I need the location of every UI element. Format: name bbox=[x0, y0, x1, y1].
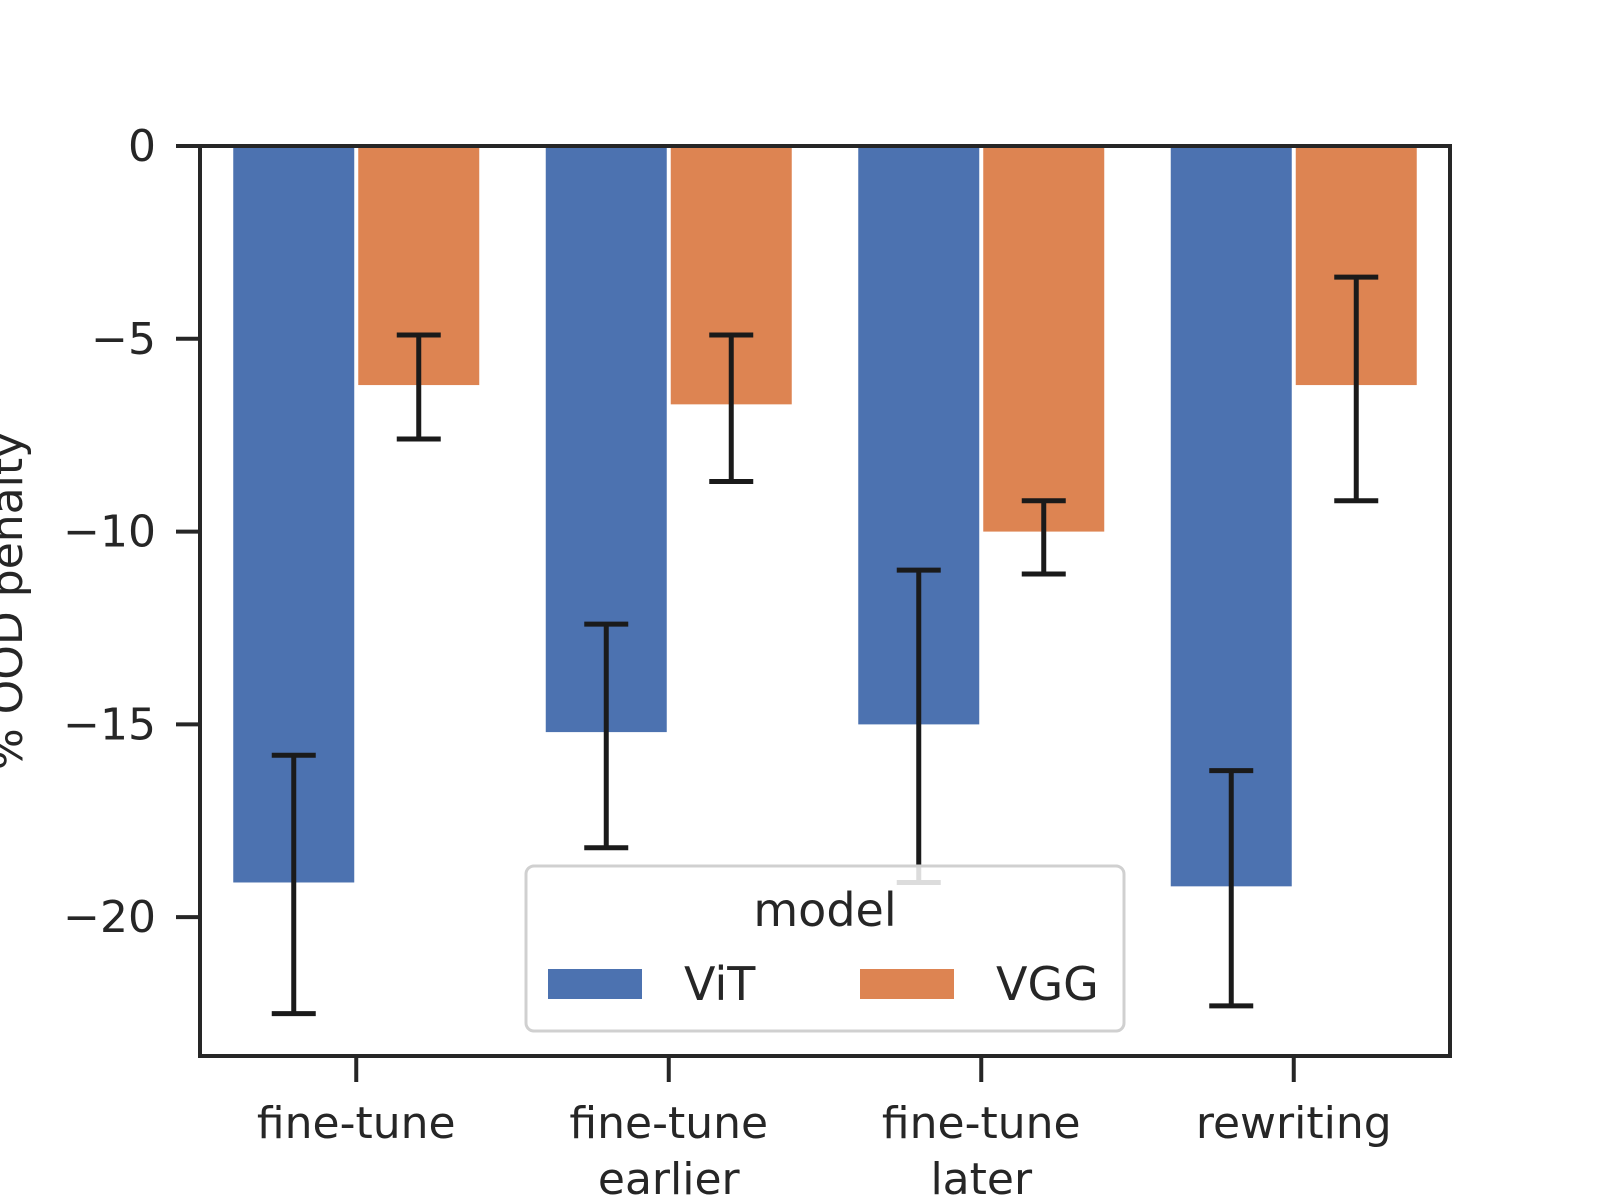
y-tick-label: −5 bbox=[91, 314, 156, 365]
bar-vgg bbox=[983, 146, 1105, 532]
y-axis-label: % OOD penalty bbox=[0, 432, 33, 770]
legend-box bbox=[524, 864, 1126, 1033]
y-tick-label: −15 bbox=[63, 699, 156, 750]
plot-frame bbox=[198, 144, 1452, 1058]
x-tick-label: rewriting bbox=[1196, 1098, 1392, 1149]
bar-vit bbox=[1170, 146, 1292, 887]
y-tick-label: −20 bbox=[63, 892, 156, 943]
errorbars-layer bbox=[271, 274, 1379, 1017]
bars-layer bbox=[233, 146, 1417, 887]
legend-swatch-vgg bbox=[860, 969, 954, 999]
x-tick-label: fine-tune bbox=[569, 1098, 768, 1149]
y-tick-label: −10 bbox=[63, 507, 156, 558]
x-tick-label: later bbox=[930, 1154, 1033, 1200]
legend-title: model bbox=[753, 883, 896, 937]
legend-swatch-vit bbox=[548, 969, 642, 999]
x-axis: fine-tune fine-tune earlier fine-tune later r… bbox=[257, 1056, 1392, 1200]
y-tick-label: 0 bbox=[128, 121, 156, 172]
x-tick-label: fine-tune bbox=[882, 1098, 1081, 1149]
legend-label-vit: ViT bbox=[684, 957, 756, 1011]
y-axis: 0 −5 −10 −15 −20 bbox=[63, 121, 200, 943]
x-tick-label: earlier bbox=[598, 1154, 741, 1200]
x-tick-label: fine-tune bbox=[257, 1098, 456, 1149]
legend: model ViT VGG bbox=[524, 864, 1126, 1033]
legend-label-vgg: VGG bbox=[996, 957, 1099, 1011]
